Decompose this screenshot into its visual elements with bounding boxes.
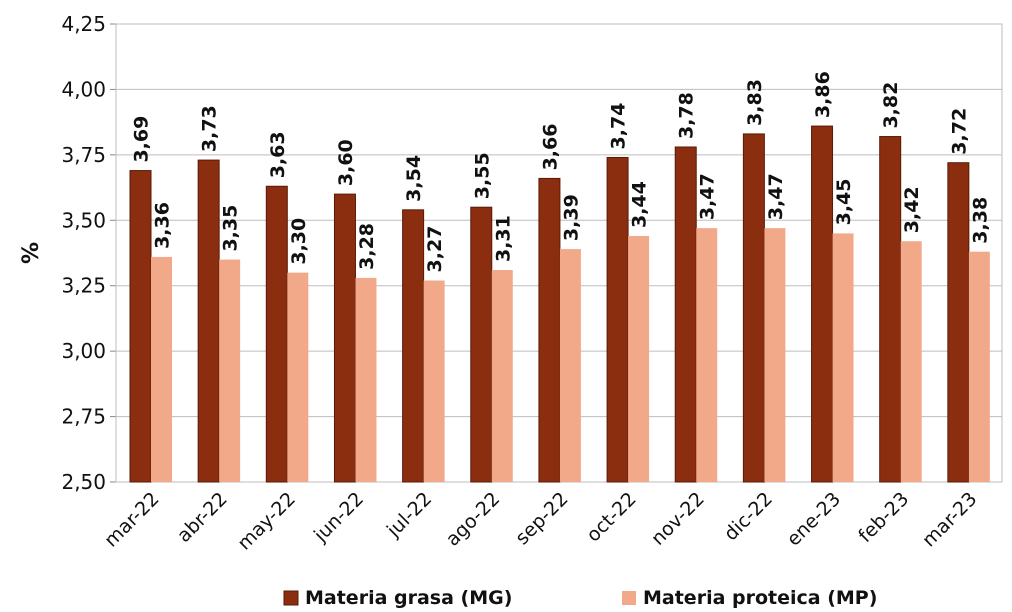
legend-swatch <box>622 591 636 605</box>
data-label-materia-grasa: 3,69 <box>131 116 153 163</box>
y-tick-label: 4,00 <box>61 77 106 101</box>
bar-materia-proteica <box>968 251 990 482</box>
y-axis-ticks: 2,50 2,75 3,00 3,25 3,50 3,75 4,00 4,25 <box>61 12 106 494</box>
x-tick-label: mar-22 <box>100 488 163 551</box>
y-tick-label: 3,50 <box>61 208 106 232</box>
x-tick-label: dic-22 <box>720 488 777 545</box>
data-label-materia-grasa: 3,55 <box>471 152 493 199</box>
y-tick-label: 3,75 <box>61 143 106 167</box>
bar-materia-grasa <box>402 209 425 483</box>
bar-materia-grasa <box>470 206 493 483</box>
bar-materia-grasa <box>538 177 561 483</box>
data-label-materia-grasa: 3,60 <box>335 139 357 186</box>
bars <box>129 125 990 483</box>
x-axis-ticks: mar-22 abr-22 may-22 jun-22 jul-22 ago-22 sep-… <box>100 488 981 555</box>
bar-materia-grasa <box>742 133 765 483</box>
x-tick-label: feb-23 <box>854 488 913 547</box>
data-label-materia-grasa: 3,63 <box>267 131 289 178</box>
x-tick-label: mar-23 <box>918 488 981 551</box>
data-label-materia-grasa: 3,83 <box>744 79 766 126</box>
y-tick-label: 3,00 <box>61 339 106 363</box>
bar-materia-grasa <box>129 170 152 483</box>
bar-materia-proteica <box>423 280 445 482</box>
bar-materia-grasa <box>606 156 629 483</box>
x-tick-label: jun-22 <box>309 488 368 547</box>
data-label-materia-proteica: 3,45 <box>833 178 855 225</box>
x-tick-label: may-22 <box>233 488 300 555</box>
x-tick-label: abr-22 <box>173 488 232 547</box>
x-tick-label: ago-22 <box>442 488 505 551</box>
data-label-materia-grasa: 3,72 <box>948 108 970 155</box>
bar-materia-proteica <box>696 228 718 482</box>
data-label-materia-grasa: 3,73 <box>199 105 221 152</box>
data-label-materia-grasa: 3,78 <box>676 92 698 139</box>
y-tick-label: 3,25 <box>61 274 106 298</box>
bar-materia-grasa <box>947 162 970 483</box>
data-labels: 3,69 3,36 3,73 3,35 3,63 3,30 3,60 3,28 3,54 3,27… <box>131 71 992 272</box>
y-tick-label: 2,75 <box>61 405 106 429</box>
y-axis-label: % <box>19 242 44 264</box>
data-label-materia-proteica: 3,31 <box>492 215 514 262</box>
x-tick-label: oct-22 <box>582 488 640 546</box>
data-label-materia-proteica: 3,30 <box>288 218 310 265</box>
legend-label: Materia proteica (MP) <box>643 587 877 609</box>
bar-materia-grasa <box>265 185 288 483</box>
bar-materia-grasa <box>197 159 220 483</box>
data-label-materia-proteica: 3,35 <box>220 205 242 252</box>
data-label-materia-grasa: 3,66 <box>539 124 561 171</box>
legend-swatch <box>283 590 299 606</box>
data-label-materia-grasa: 3,54 <box>403 155 425 202</box>
data-label-materia-proteica: 3,38 <box>969 197 991 244</box>
data-label-materia-grasa: 3,74 <box>608 103 630 150</box>
bar-materia-grasa <box>333 193 356 483</box>
legend: Materia grasa (MG) Materia proteica (MP) <box>283 587 877 609</box>
bar-materia-grasa <box>879 136 902 483</box>
data-label-materia-proteica: 3,47 <box>765 173 787 220</box>
x-tick-label: sep-22 <box>511 488 572 549</box>
bar-materia-proteica <box>832 233 854 482</box>
x-tick-label: nov-22 <box>647 488 709 550</box>
data-label-materia-proteica: 3,44 <box>629 181 651 228</box>
y-tick-label: 2,50 <box>61 470 106 494</box>
data-label-materia-proteica: 3,36 <box>152 202 174 249</box>
data-label-materia-proteica: 3,27 <box>424 226 446 273</box>
bar-materia-grasa <box>811 125 834 483</box>
data-label-materia-grasa: 3,82 <box>880 82 902 129</box>
data-label-materia-grasa: 3,86 <box>812 71 834 118</box>
legend-label: Materia grasa (MG) <box>305 587 512 609</box>
bar-materia-proteica <box>355 277 377 482</box>
data-label-materia-proteica: 3,47 <box>697 173 719 220</box>
data-label-materia-proteica: 3,42 <box>901 186 923 233</box>
x-tick-label: ene-23 <box>783 488 846 551</box>
bar-materia-grasa <box>674 146 697 483</box>
bar-materia-proteica <box>491 270 513 482</box>
bar-materia-proteica <box>219 259 241 482</box>
x-tick-label: jul-22 <box>382 488 436 542</box>
y-tick-label: 4,25 <box>61 12 106 36</box>
bar-materia-proteica <box>900 241 922 482</box>
bar-materia-proteica <box>151 256 172 482</box>
bar-materia-proteica <box>764 228 786 482</box>
bar-materia-proteica <box>287 272 309 482</box>
bar-materia-proteica <box>628 235 650 482</box>
bar-materia-proteica <box>559 249 581 482</box>
data-label-materia-proteica: 3,39 <box>560 194 582 241</box>
data-label-materia-proteica: 3,28 <box>356 223 378 270</box>
